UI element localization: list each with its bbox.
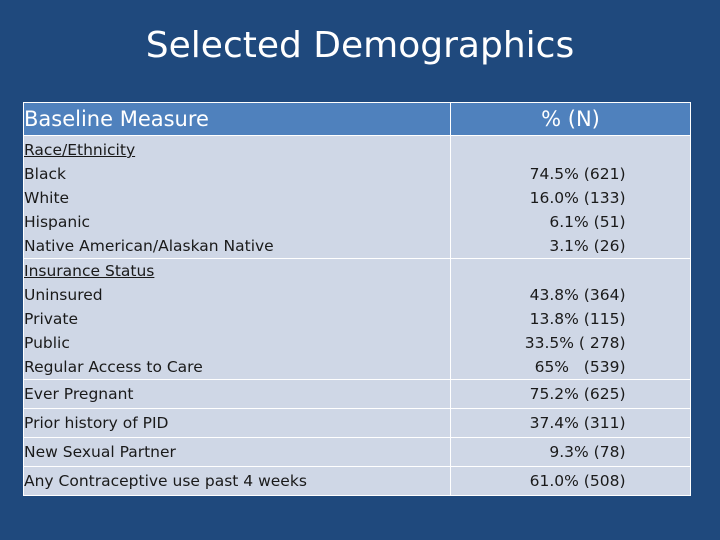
row-value: 13.8% (115) (529, 310, 626, 328)
race-values-cell: 74.5% (621) 16.0% (133) 6.1% (51) 3.1% (… (450, 135, 691, 259)
table-row-contraceptive-use: Any Contraceptive use past 4 weeks 61.0%… (23, 466, 691, 496)
demographics-table: Baseline Measure % (N) Race/Ethnicity Bl… (23, 102, 691, 496)
row-value: 65% (539) (534, 358, 626, 376)
header-baseline-measure: Baseline Measure (23, 102, 451, 136)
header-percent-n: % (N) (450, 102, 691, 136)
table-row-prior-pid: Prior history of PID 37.4% (311) (23, 408, 691, 438)
row-label: Native American/Alaskan Native (24, 237, 274, 255)
row-value: 43.8% (364) (529, 286, 626, 304)
row-label: Regular Access to Care (24, 358, 203, 376)
row-label: Hispanic (24, 213, 91, 231)
row-value: 9.3% (78) (549, 443, 626, 461)
row-value: 6.1% (51) (549, 213, 626, 231)
row-value: 74.5% (621) (529, 165, 626, 183)
row-label: Any Contraceptive use past 4 weeks (24, 472, 307, 490)
row-label: White (24, 189, 70, 207)
table-row-new-sexual-partner: New Sexual Partner 9.3% (78) (23, 437, 691, 467)
table-row-ever-pregnant: Ever Pregnant 75.2% (625) (23, 379, 691, 409)
row-label: Uninsured (24, 286, 103, 304)
race-heading: Race/Ethnicity (24, 141, 136, 159)
row-value: 33.5% ( 278) (524, 334, 626, 352)
insurance-labels-cell: Insurance Status Uninsured Private Publi… (23, 258, 451, 380)
row-label: Prior history of PID (24, 414, 169, 432)
row-label: Public (24, 334, 70, 352)
slide-title: Selected Demographics (145, 25, 575, 66)
race-ethnicity-block: Race/Ethnicity Black White Hispanic Nati… (23, 135, 691, 259)
header-row: Baseline Measure % (N) (23, 102, 691, 136)
row-value: 61.0% (508) (529, 472, 626, 490)
row-label: Ever Pregnant (24, 385, 134, 403)
row-label: Black (24, 165, 66, 183)
row-value: 16.0% (133) (529, 189, 626, 207)
row-value: 37.4% (311) (529, 414, 626, 432)
row-label: Private (24, 310, 79, 328)
insurance-heading: Insurance Status (24, 262, 155, 280)
insurance-status-block: Insurance Status Uninsured Private Publi… (23, 258, 691, 380)
insurance-values-cell: 43.8% (364) 13.8% (115) 33.5% ( 278) 65%… (450, 258, 691, 380)
race-labels-cell: Race/Ethnicity Black White Hispanic Nati… (23, 135, 451, 259)
row-label: New Sexual Partner (24, 443, 176, 461)
row-value: 75.2% (625) (529, 385, 626, 403)
row-value: 3.1% (26) (549, 237, 626, 255)
